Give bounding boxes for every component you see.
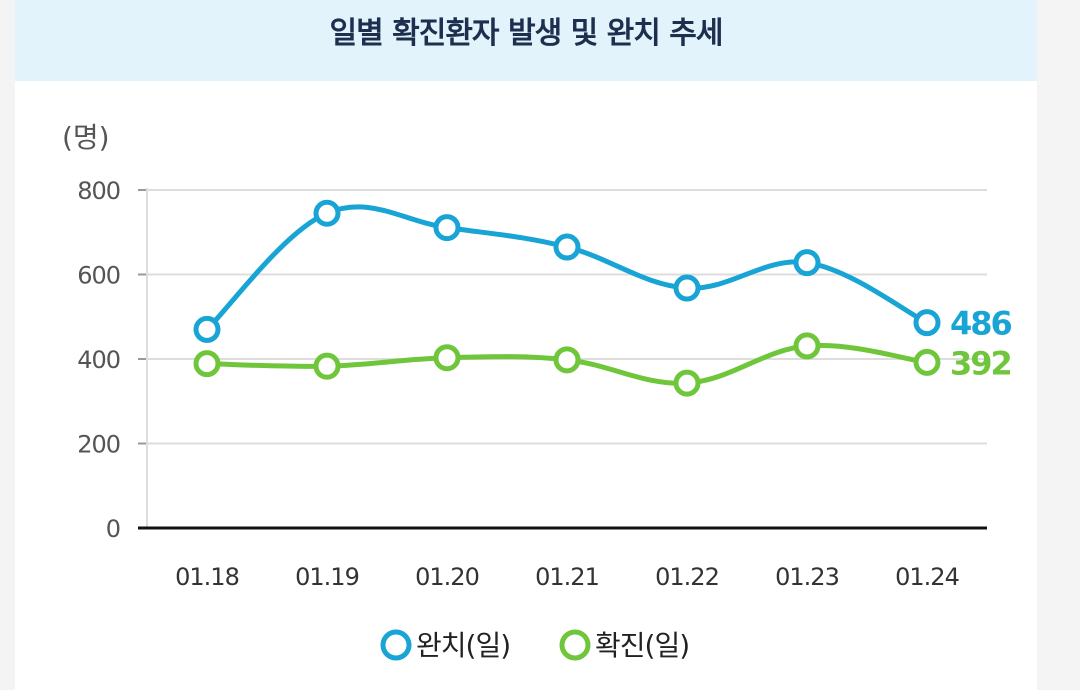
series-2-point	[553, 346, 581, 374]
chart-header: 일별 확진환자 발생 및 완치 추세	[15, 0, 1037, 81]
series-2-point	[193, 350, 221, 378]
series-2-point	[313, 352, 341, 380]
y-tick-label: 200	[77, 431, 120, 459]
legend-marker-1	[380, 629, 412, 661]
y-tick-label: 400	[77, 346, 120, 374]
x-tick-label: 01.20	[415, 563, 479, 591]
legend-label-1: 완치(일)	[416, 629, 510, 662]
series-1-point	[313, 199, 341, 227]
series-1-end-label: 486	[950, 305, 1012, 343]
y-tick-label: 0	[106, 515, 120, 543]
series-2-point	[433, 344, 461, 372]
y-tick-label: 600	[77, 262, 120, 290]
series-2-point	[793, 332, 821, 360]
series-2-end-label: 392	[950, 344, 1011, 382]
series-1-point	[553, 233, 581, 261]
legend-marker-2	[559, 629, 591, 661]
x-tick-label: 01.22	[655, 563, 719, 591]
y-tick-label: 800	[77, 177, 120, 205]
series-1-point	[913, 309, 941, 337]
chart-title: 일별 확진환자 발생 및 완치 추세	[329, 15, 723, 51]
series-2-point	[913, 348, 941, 376]
x-tick-label: 01.18	[175, 563, 239, 591]
series-2-point	[673, 369, 701, 397]
x-tick-label: 01.24	[895, 563, 959, 591]
series-1-point	[433, 214, 461, 242]
series-1-point	[673, 274, 701, 302]
legend-label-2: 확진(일)	[595, 629, 689, 662]
series-1-point	[193, 315, 221, 343]
series-1-point	[793, 249, 821, 277]
y-unit-label: (명)	[62, 121, 110, 154]
x-tick-label: 01.21	[535, 563, 599, 591]
x-tick-label: 01.19	[295, 563, 359, 591]
chart-card	[15, 0, 1037, 690]
x-tick-label: 01.23	[775, 563, 839, 591]
